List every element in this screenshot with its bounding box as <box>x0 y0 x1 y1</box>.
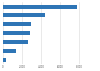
Bar <box>3 40 28 44</box>
Bar <box>3 5 77 9</box>
Bar <box>3 13 45 17</box>
Bar <box>3 31 30 35</box>
Bar <box>3 58 6 62</box>
Bar <box>3 22 31 26</box>
Bar <box>3 49 16 53</box>
